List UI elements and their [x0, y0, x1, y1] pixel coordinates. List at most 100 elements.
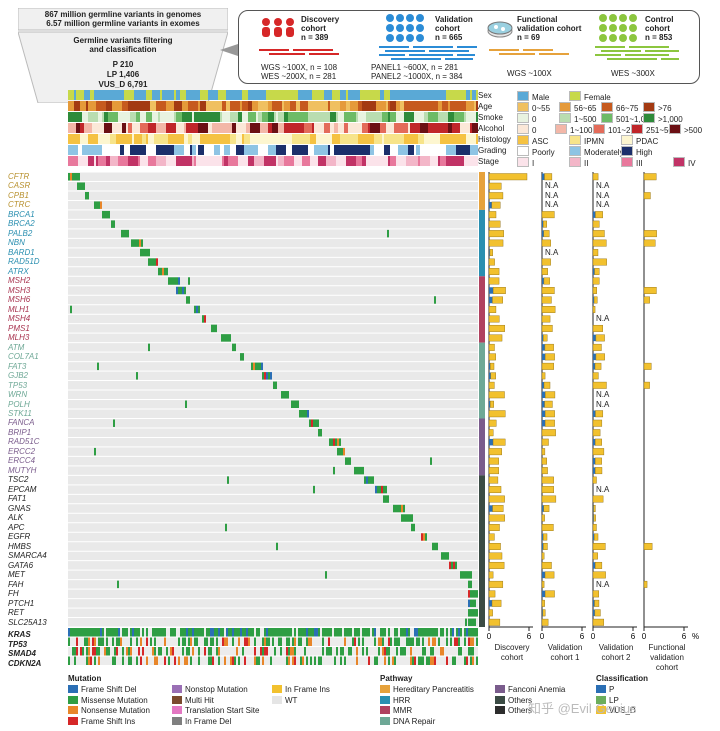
track-cell	[88, 134, 90, 144]
somatic-cell	[356, 656, 358, 665]
gene-label: ALK	[8, 513, 24, 523]
legend-swatch	[68, 695, 78, 704]
track-cell	[362, 123, 364, 133]
bar-vus	[488, 277, 500, 285]
somatic-cell	[196, 647, 198, 656]
somatic-cell	[158, 656, 160, 665]
somatic-cell	[302, 656, 304, 665]
somatic-cell	[404, 628, 406, 637]
mutation-cell	[451, 561, 453, 570]
somatic-cell	[68, 628, 70, 637]
somatic-cell	[78, 647, 80, 656]
track-cell	[364, 134, 374, 144]
mutation-cell	[162, 267, 164, 276]
somatic-cell	[78, 628, 80, 637]
somatic-cell	[364, 628, 366, 637]
somatic-cell	[436, 647, 438, 656]
bar-p	[542, 533, 544, 541]
mutation-cell	[301, 410, 303, 418]
mutation-cell	[470, 580, 472, 589]
somatic-cell	[310, 656, 312, 665]
legend-label: High	[636, 148, 653, 157]
track-cell	[380, 112, 382, 122]
validation-sub: cohort	[435, 24, 460, 33]
somatic-cell	[262, 647, 264, 656]
track-cell	[328, 101, 330, 111]
gene-label: COL7A1	[8, 352, 39, 362]
somatic-cell	[298, 647, 300, 656]
legend-label: 0	[532, 126, 537, 135]
track-legend-item: II	[569, 157, 588, 168]
legend-label: I	[532, 159, 535, 168]
somatic-cell	[182, 647, 184, 656]
mutation-cell	[215, 324, 217, 333]
somatic-cell	[136, 647, 138, 656]
track-cell	[366, 112, 370, 122]
legend-label: MMR	[393, 706, 413, 715]
legend-label: III	[636, 159, 643, 168]
somatic-cell	[108, 637, 110, 646]
track-cell	[144, 123, 146, 133]
track-cell	[98, 156, 106, 166]
track-cell	[414, 145, 416, 155]
somatic-cell	[180, 656, 182, 665]
somatic-cell	[204, 637, 206, 646]
track-cell	[216, 90, 218, 100]
bar-vus	[492, 296, 503, 304]
somatic-cell	[186, 637, 188, 646]
track-cell	[184, 134, 188, 144]
track-cell	[254, 90, 258, 100]
mutation-cell	[281, 391, 283, 399]
somatic-cell	[340, 656, 342, 665]
pathway-item: Others	[495, 706, 532, 715]
na-label: N.A	[545, 190, 559, 200]
somatic-cell	[256, 637, 258, 646]
mutation-cell	[131, 239, 133, 247]
bar-vus	[542, 609, 546, 617]
mutation-cell	[291, 400, 293, 408]
track-legend-item: 56~65	[559, 102, 596, 113]
somatic-cell	[276, 647, 278, 656]
track-cell	[226, 90, 236, 100]
track-cell	[240, 101, 242, 111]
track-cell	[340, 134, 350, 144]
somatic-cell	[148, 656, 150, 665]
mutation-cell	[135, 239, 137, 247]
somatic-cell	[178, 656, 180, 665]
track-cell	[326, 90, 332, 100]
track-cell	[446, 145, 456, 155]
legend-swatch	[68, 716, 78, 725]
somatic-cell	[144, 637, 146, 646]
somatic-cell	[466, 637, 468, 646]
bar-vus	[488, 552, 503, 560]
somatic-cell	[102, 628, 104, 637]
mutation-cell	[240, 353, 242, 361]
discovery-wes: WES ~200X, n = 281	[261, 72, 337, 81]
somatic-cell	[268, 628, 270, 637]
mutation-cell	[255, 362, 257, 371]
functional-reads-icon	[489, 49, 569, 55]
track-cell	[460, 101, 466, 111]
track-cell	[192, 123, 198, 133]
somatic-cell	[324, 628, 326, 637]
mutation-cell	[287, 391, 289, 399]
tick-label: 6	[631, 632, 636, 641]
somatic-cell	[416, 637, 418, 646]
track-cell	[110, 145, 118, 155]
mutation-cell	[186, 296, 188, 304]
track-cell	[272, 123, 278, 133]
bar-vus	[488, 457, 499, 465]
somatic-cell	[440, 647, 442, 656]
somatic-cell	[94, 647, 96, 656]
legend-label: Male	[532, 93, 550, 102]
somatic-cell	[226, 647, 228, 656]
mutation-item: Multi Hit	[172, 695, 214, 705]
bar-vus	[643, 192, 651, 200]
somatic-cell	[112, 637, 114, 646]
track-cell	[374, 134, 382, 144]
somatic-cell	[360, 647, 362, 656]
somatic-cell	[204, 647, 206, 656]
track-cell	[86, 101, 88, 111]
track-cell	[140, 123, 144, 133]
track-cell	[68, 112, 76, 122]
